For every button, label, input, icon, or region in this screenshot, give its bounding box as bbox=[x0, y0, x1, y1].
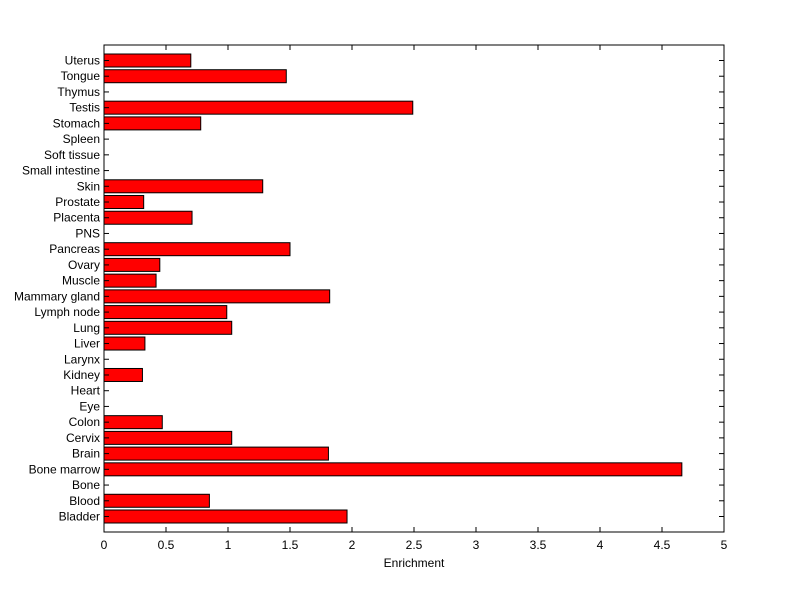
bar-brain bbox=[103, 446, 329, 461]
y-tick-label: Lung bbox=[73, 321, 100, 335]
y-tick-label: Thymus bbox=[57, 85, 100, 99]
bar-skin bbox=[103, 179, 264, 194]
bar-placenta bbox=[103, 210, 193, 225]
y-tick-label: Soft tissue bbox=[44, 148, 100, 162]
y-tick-label: Testis bbox=[69, 101, 100, 115]
x-tick-label: 0.5 bbox=[158, 538, 175, 552]
y-tick-label: Liver bbox=[74, 337, 100, 351]
bar-pancreas bbox=[103, 242, 291, 257]
bar-kidney bbox=[103, 367, 143, 382]
x-tick-label: 4 bbox=[597, 538, 604, 552]
y-tick-label: Spleen bbox=[63, 132, 100, 146]
y-tick-label: Stomach bbox=[53, 116, 100, 130]
y-tick-label: PNS bbox=[75, 226, 100, 240]
bar-stomach bbox=[103, 116, 202, 131]
y-tick-label: Placenta bbox=[53, 211, 100, 225]
bar-bone-marrow bbox=[103, 462, 683, 477]
y-tick-label: Small intestine bbox=[22, 164, 100, 178]
x-tick-label: 0 bbox=[101, 538, 108, 552]
y-tick-label: Eye bbox=[79, 399, 100, 413]
y-tick-label: Cervix bbox=[66, 431, 100, 445]
x-tick-label: 1.5 bbox=[282, 538, 299, 552]
bar-ovary bbox=[103, 257, 161, 272]
y-tick-label: Prostate bbox=[55, 195, 100, 209]
y-tick-label: Lymph node bbox=[34, 305, 100, 319]
y-tick-label: Bone bbox=[72, 478, 100, 492]
x-tick-label: 4.5 bbox=[654, 538, 671, 552]
y-tick-label: Bladder bbox=[59, 510, 100, 524]
bar-mammary-gland bbox=[103, 289, 331, 304]
y-tick-label: Brain bbox=[72, 447, 100, 461]
y-tick-label: Blood bbox=[69, 494, 100, 508]
bar-prostate bbox=[103, 195, 145, 210]
bar-muscle bbox=[103, 273, 157, 288]
y-tick-label: Ovary bbox=[68, 258, 100, 272]
y-tick-label: Muscle bbox=[62, 274, 100, 288]
y-tick-label: Bone marrow bbox=[29, 462, 101, 476]
x-axis-label: Enrichment bbox=[384, 556, 445, 570]
bar-uterus bbox=[103, 53, 192, 68]
y-tick-label: Heart bbox=[71, 384, 101, 398]
y-tick-label: Mammary gland bbox=[14, 289, 100, 303]
x-tick-label: 3.5 bbox=[530, 538, 547, 552]
x-tick-label: 1 bbox=[225, 538, 232, 552]
bar-blood bbox=[103, 493, 210, 508]
y-tick-label: Larynx bbox=[64, 352, 100, 366]
x-tick-labels: 0 0.5 1 1.5 2 2.5 3 3.5 4 4.5 5 bbox=[101, 538, 728, 552]
y-tick-label: Uterus bbox=[65, 54, 100, 68]
x-tick-label: 3 bbox=[473, 538, 480, 552]
x-tick-label: 5 bbox=[721, 538, 728, 552]
bar-testis bbox=[103, 100, 414, 115]
y-tick-label: Colon bbox=[69, 415, 100, 429]
plot-frame bbox=[103, 44, 725, 533]
bar-liver bbox=[103, 336, 146, 351]
bar-colon bbox=[103, 415, 163, 430]
bar-lung bbox=[103, 320, 233, 335]
y-tick-label: Skin bbox=[77, 179, 100, 193]
bar-lymph-node bbox=[103, 305, 228, 320]
bar-tongue bbox=[103, 69, 287, 84]
y-tick-label: Kidney bbox=[63, 368, 100, 382]
x-tick-label: 2.5 bbox=[406, 538, 423, 552]
bar-cervix bbox=[103, 430, 233, 445]
ticks-group bbox=[103, 45, 725, 532]
y-tick-label: Tongue bbox=[61, 69, 101, 83]
bar-bladder bbox=[103, 509, 348, 524]
x-tick-label: 2 bbox=[349, 538, 356, 552]
y-tick-label: Pancreas bbox=[49, 242, 100, 256]
